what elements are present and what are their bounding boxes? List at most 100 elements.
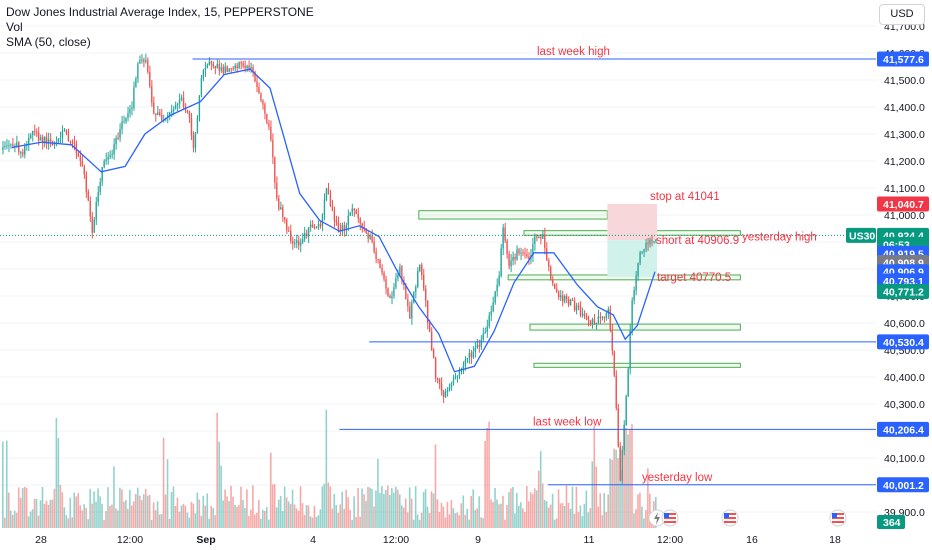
volume-bar — [649, 493, 651, 528]
volume-bar — [418, 519, 421, 528]
volume-bar — [345, 489, 347, 528]
volume-bar — [168, 518, 171, 528]
candle-body — [569, 299, 572, 305]
volume-bar — [331, 508, 334, 528]
price-tag-label: 40,001.2 — [883, 480, 924, 492]
annotations: last week high last week low yesterday low… — [533, 46, 817, 484]
volume-bar — [9, 510, 12, 528]
event-icons[interactable] — [648, 509, 847, 527]
volume-bar — [75, 496, 78, 528]
time-axis[interactable]: 28 12:00 Sep 4 12:00 9 11 12:00 16 18 — [35, 534, 841, 546]
legend-sma[interactable]: SMA (50, close) — [6, 35, 91, 49]
label-yesterday-high: yesterday high — [742, 232, 817, 244]
volume-bar — [5, 440, 8, 528]
candle-body — [381, 267, 383, 273]
volume-bar — [121, 489, 123, 528]
flag-stripe — [664, 515, 676, 517]
volume-bar — [478, 496, 480, 528]
candle-body — [65, 129, 68, 134]
candle-body — [619, 446, 621, 481]
volume-bar — [456, 512, 459, 528]
candle-body — [603, 317, 605, 319]
volume-bar — [369, 487, 371, 528]
legend-volume[interactable]: Vol — [6, 20, 23, 34]
volume-bar — [87, 519, 89, 528]
candle-body — [407, 299, 409, 307]
volume-bar — [339, 504, 342, 528]
candle-body — [28, 137, 30, 145]
candle-body — [31, 130, 34, 136]
horizontal-lines[interactable] — [0, 58, 876, 486]
volume-bar — [119, 487, 121, 528]
candle-body — [95, 202, 97, 220]
volume-bar — [192, 503, 195, 528]
volume-bar — [133, 501, 135, 528]
candle-body — [240, 62, 242, 64]
volume-bar — [196, 492, 199, 528]
candle-body — [627, 368, 629, 397]
us-flag-icon[interactable] — [829, 509, 847, 527]
candle-body — [83, 166, 85, 175]
volume-bar — [361, 488, 363, 528]
volume-bar — [301, 503, 304, 528]
candle-body — [216, 64, 218, 69]
volume-bar — [248, 515, 250, 528]
volume-bar — [585, 490, 588, 528]
volume-bar — [381, 486, 383, 528]
volume-bar — [107, 487, 109, 528]
short-position-tool[interactable] — [607, 203, 657, 277]
candle-body — [286, 219, 288, 231]
candle-body — [41, 137, 44, 144]
candle-body — [186, 110, 189, 113]
candle-body — [605, 313, 607, 319]
candle-body — [220, 67, 222, 71]
volume-bar — [539, 451, 542, 528]
candle-body — [458, 371, 461, 376]
candle-body — [214, 66, 216, 69]
us-flag-icon[interactable] — [721, 509, 739, 527]
volume-bar — [11, 514, 14, 528]
candle-body — [486, 326, 488, 332]
volume-bar — [615, 449, 617, 528]
candle-body — [466, 358, 469, 360]
candle-body — [270, 126, 272, 140]
volume-bar — [575, 486, 578, 528]
volume-bar — [285, 497, 288, 528]
volume-bar — [287, 501, 290, 528]
candle-body — [313, 227, 316, 229]
volume-bar — [512, 486, 514, 528]
volume-bar — [559, 503, 562, 528]
volume-bar — [343, 508, 345, 528]
volume-bar — [377, 458, 379, 528]
volume-bar — [385, 489, 387, 528]
candle-body — [510, 260, 512, 267]
volume-bar — [154, 510, 157, 528]
candle-body — [587, 316, 590, 321]
volume-bar — [611, 459, 613, 528]
candle-body — [107, 156, 109, 160]
volume-bar — [49, 499, 52, 528]
candle-body — [546, 248, 548, 261]
candle-body — [299, 242, 302, 246]
volume-bar — [496, 499, 498, 528]
candle-body — [337, 222, 340, 229]
us-flag-icon[interactable] — [661, 509, 679, 527]
candle-body — [49, 139, 52, 141]
volume-bar — [643, 518, 645, 528]
volume-bar — [647, 468, 649, 528]
volume-bar — [567, 502, 570, 528]
volume-bar — [129, 489, 131, 528]
volume-bar — [482, 518, 484, 528]
legend-title[interactable]: Dow Jones Industrial Average Index, 15, … — [6, 5, 314, 19]
flag-canton — [832, 513, 837, 518]
volume-bar — [458, 515, 461, 528]
volume-bar — [148, 494, 151, 528]
volume-bar — [299, 486, 302, 528]
volume-bar — [297, 510, 300, 528]
candle-body — [278, 198, 280, 210]
volume-bar — [73, 492, 76, 528]
currency-button[interactable]: USD — [879, 4, 925, 25]
candle-body — [182, 97, 185, 107]
volume-bar — [140, 500, 143, 528]
